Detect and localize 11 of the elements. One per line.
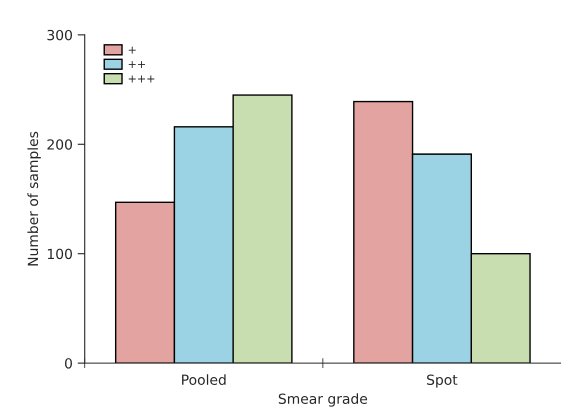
x-tick-label: Spot (427, 374, 458, 388)
legend-label: + (128, 46, 136, 54)
legend-label: +++ (128, 76, 154, 82)
x-tick-label: Pooled (182, 374, 226, 385)
y-tick-label: 100 (48, 248, 72, 260)
y-tick-label: 300 (47, 30, 72, 40)
legend-label: ++ (128, 61, 146, 68)
x-axis-title: Smear grade (278, 393, 368, 407)
y-axis-title: Number of samples (27, 132, 41, 266)
y-tick-label: 200 (47, 139, 72, 150)
y-tick-label: 0 (64, 358, 72, 369)
